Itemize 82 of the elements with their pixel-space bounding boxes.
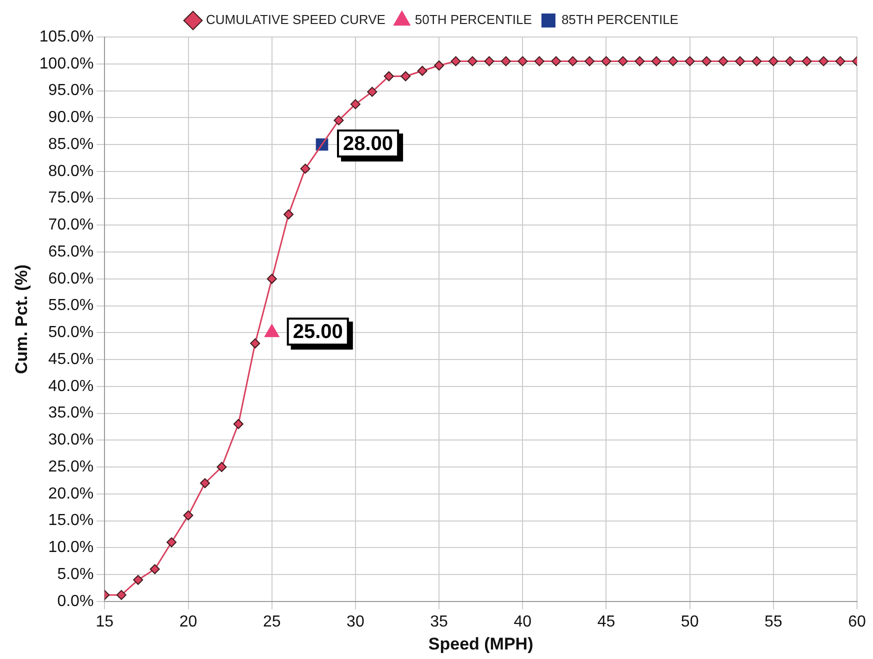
x-tick-label: 25 bbox=[262, 613, 281, 630]
y-tick-label: 40.0% bbox=[48, 378, 94, 395]
point bbox=[417, 66, 428, 76]
point bbox=[467, 56, 478, 66]
y-tick-label: 100.0% bbox=[39, 55, 94, 72]
x-tick-label: 50 bbox=[680, 613, 699, 630]
y-tick-label: 70.0% bbox=[48, 216, 94, 234]
y-axis-title: Cum. Pct. (%) bbox=[12, 264, 31, 374]
point bbox=[734, 56, 745, 66]
y-tick-label: 95.0% bbox=[48, 82, 94, 100]
point bbox=[350, 99, 360, 110]
x-tick-label: 15 bbox=[96, 613, 114, 630]
point bbox=[183, 510, 194, 520]
legend-label: 85TH PERCENTILE bbox=[561, 12, 679, 28]
y-tick-label: 20.0% bbox=[48, 485, 94, 502]
y-tick-label: 60.0% bbox=[48, 270, 94, 288]
x-tick-label: 60 bbox=[848, 613, 866, 630]
legend-label: 50TH PERCENTILE bbox=[414, 12, 532, 28]
point bbox=[768, 56, 778, 66]
point bbox=[166, 537, 177, 548]
annotation: 25.00 bbox=[292, 321, 343, 344]
point bbox=[266, 274, 277, 284]
point bbox=[818, 56, 829, 66]
point bbox=[684, 56, 695, 66]
point bbox=[752, 56, 762, 66]
y-tick-label: 85.0% bbox=[48, 136, 94, 153]
point bbox=[116, 590, 126, 600]
x-tick-label: 40 bbox=[514, 613, 532, 630]
point bbox=[835, 56, 846, 66]
x-tick-label: 20 bbox=[179, 613, 198, 630]
y-tick-label: 45.0% bbox=[48, 350, 94, 368]
y-tick-label: 80.0% bbox=[48, 162, 94, 180]
point bbox=[300, 164, 310, 174]
point bbox=[150, 564, 160, 574]
legend-label: CUMULATIVE SPEED CURVE bbox=[206, 12, 386, 28]
y-tick-label: 50.0% bbox=[48, 324, 94, 342]
point bbox=[216, 462, 227, 472]
point bbox=[568, 56, 578, 66]
point bbox=[250, 338, 260, 348]
point bbox=[233, 419, 244, 430]
point bbox=[200, 478, 210, 488]
point bbox=[284, 209, 294, 220]
x-tick-label: 45 bbox=[597, 613, 616, 630]
point bbox=[434, 60, 444, 70]
y-tick-label: 0.0% bbox=[57, 592, 94, 610]
point bbox=[802, 56, 812, 66]
point bbox=[518, 56, 528, 66]
point bbox=[400, 71, 411, 82]
y-tick-label: 30.0% bbox=[48, 432, 94, 449]
y-tick-label: 105.0% bbox=[39, 28, 94, 46]
point bbox=[133, 574, 144, 585]
y-tick-label: 25.0% bbox=[48, 458, 94, 476]
point bbox=[601, 56, 612, 66]
point bbox=[718, 56, 728, 66]
point bbox=[484, 56, 494, 66]
point bbox=[651, 56, 662, 66]
annotation: 28.00 bbox=[343, 133, 394, 156]
y-tick-label: 65.0% bbox=[48, 243, 94, 260]
point bbox=[702, 56, 712, 66]
x-tick-label: 55 bbox=[764, 613, 782, 630]
y-tick-label: 35.0% bbox=[48, 404, 94, 422]
point bbox=[500, 56, 511, 66]
point bbox=[785, 56, 796, 66]
y-tick-label: 75.0% bbox=[48, 190, 94, 207]
y-tick-label: 90.0% bbox=[48, 109, 94, 126]
y-tick-label: 10.0% bbox=[48, 539, 94, 556]
y-tick-label: 5.0% bbox=[57, 566, 94, 583]
point bbox=[618, 56, 628, 66]
y-tick-label: 15.0% bbox=[48, 512, 94, 530]
point bbox=[367, 86, 378, 97]
point bbox=[334, 115, 344, 126]
point bbox=[450, 56, 461, 66]
point bbox=[668, 56, 678, 66]
y-tick-label: 55.0% bbox=[48, 297, 94, 314]
point bbox=[634, 56, 645, 66]
point bbox=[384, 71, 394, 82]
x-tick-label: 30 bbox=[346, 613, 364, 630]
point bbox=[534, 56, 544, 66]
point bbox=[551, 56, 562, 66]
x-axis-title: Speed (MPH) bbox=[428, 634, 534, 654]
x-tick-label: 35 bbox=[430, 613, 448, 630]
point bbox=[584, 56, 595, 66]
